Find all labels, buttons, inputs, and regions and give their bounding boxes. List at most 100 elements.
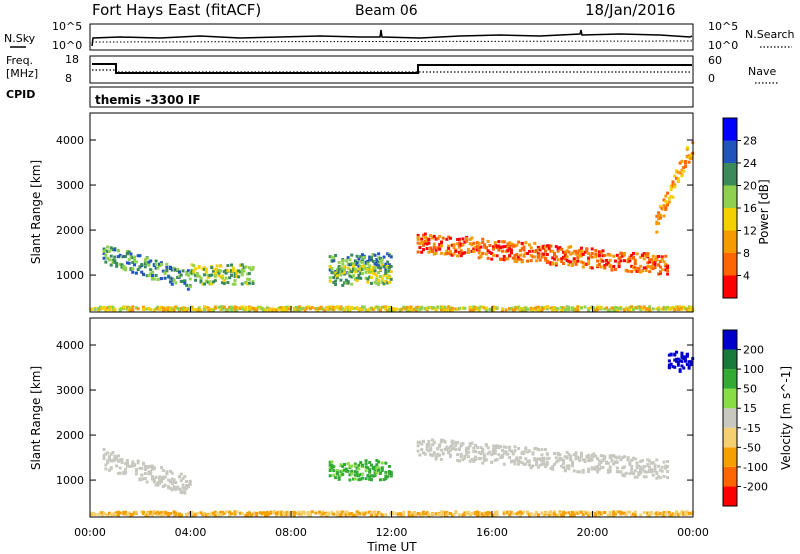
- power-cell: [359, 276, 363, 280]
- velocity-cell: [653, 468, 657, 472]
- velocity-cell: [439, 510, 443, 514]
- power-cell: [621, 252, 625, 256]
- velocity-cell: [457, 513, 461, 517]
- velocity-cell: [116, 513, 120, 517]
- velocity-cell: [567, 511, 571, 515]
- velocity-cell: [448, 445, 452, 449]
- velocity-cell: [151, 467, 155, 471]
- power-cell: [154, 259, 158, 263]
- velocity-cell: [567, 464, 571, 468]
- velocity-cell: [556, 459, 560, 463]
- velocity-cell: [664, 512, 668, 516]
- power-colorbar-tick-label: 4: [743, 270, 750, 283]
- velocity-cell: [635, 461, 639, 465]
- power-cell: [414, 307, 418, 311]
- power-cell: [547, 246, 551, 250]
- velocity-cell: [587, 467, 591, 471]
- velocity-cell: [592, 511, 596, 515]
- velocity-cell: [492, 513, 495, 517]
- power-cell: [554, 255, 558, 259]
- velocity-cell: [292, 511, 296, 515]
- velocity-cell: [479, 452, 483, 456]
- velocity-cell: [235, 510, 239, 514]
- power-cell: [328, 255, 332, 259]
- velocity-cell: [149, 472, 153, 476]
- velocity-cell: [536, 448, 540, 452]
- velocity-cell: [360, 476, 364, 480]
- power-cell: [658, 204, 662, 208]
- velocity-colorbar-segment: [723, 447, 737, 467]
- power-cell: [416, 250, 420, 254]
- freq-label-1: Freq.: [6, 54, 33, 67]
- power-cell: [533, 255, 537, 259]
- power-cell: [443, 308, 447, 312]
- power-cell: [614, 308, 618, 312]
- power-cell: [258, 306, 262, 310]
- power-cell: [366, 277, 370, 281]
- power-cell: [603, 253, 607, 257]
- power-cell: [605, 306, 609, 310]
- power-cell: [535, 259, 539, 263]
- velocity-cell: [657, 464, 661, 468]
- power-cell: [194, 278, 198, 282]
- velocity-cell: [280, 513, 284, 517]
- velocity-cell: [626, 458, 630, 462]
- power-cell: [563, 308, 567, 312]
- power-cell: [684, 164, 688, 168]
- power-cell: [352, 307, 356, 311]
- power-cell: [247, 281, 251, 285]
- velocity-cell: [608, 454, 612, 458]
- velocity-cell: [553, 512, 557, 516]
- velocity-cell: [416, 440, 420, 444]
- power-cell: [231, 266, 235, 270]
- velocity-cell: [664, 464, 668, 468]
- velocity-cell: [597, 512, 601, 516]
- power-cell: [335, 274, 339, 278]
- velocity-cell: [678, 512, 682, 516]
- velocity-cell: [646, 463, 650, 467]
- power-cell: [554, 263, 558, 267]
- velocity-cell: [472, 459, 476, 463]
- power-cell: [360, 272, 364, 276]
- power-cell: [360, 264, 364, 268]
- power-cell: [518, 307, 522, 311]
- power-cell: [660, 207, 664, 211]
- power-cell: [111, 248, 115, 252]
- velocity-cell: [240, 512, 244, 516]
- power-cell: [221, 281, 225, 285]
- power-cell: [459, 242, 463, 246]
- velocity-cell: [470, 457, 474, 461]
- velocity-cell: [430, 454, 434, 458]
- velocity-cell: [527, 463, 531, 467]
- power-cell: [669, 307, 673, 311]
- power-cell: [389, 255, 393, 259]
- velocity-cell: [355, 466, 359, 470]
- velocity-cell: [572, 453, 576, 457]
- velocity-cell: [599, 460, 603, 464]
- velocity-cell: [106, 461, 110, 465]
- power-cell: [685, 146, 689, 150]
- power-cell: [468, 237, 472, 241]
- power-cell: [500, 257, 504, 261]
- velocity-cell: [540, 511, 544, 515]
- velocity-cell: [563, 455, 567, 459]
- velocity-cell: [633, 475, 637, 479]
- power-cell: [264, 308, 268, 312]
- velocity-cell: [673, 365, 677, 369]
- power-cell: [387, 253, 391, 257]
- velocity-cell: [357, 478, 361, 482]
- velocity-cell: [350, 472, 354, 476]
- velocity-cell: [447, 511, 451, 515]
- power-cell: [488, 250, 492, 254]
- power-cell: [364, 267, 368, 271]
- power-cell: [526, 307, 530, 311]
- velocity-cell: [106, 451, 110, 455]
- velocity-cell: [662, 460, 666, 464]
- power-cell: [384, 272, 388, 276]
- velocity-cell: [104, 467, 108, 471]
- velocity-cell: [156, 513, 160, 517]
- velocity-cell: [165, 512, 169, 516]
- velocity-cell: [106, 513, 110, 517]
- power-cell: [504, 244, 508, 248]
- velocity-cell: [387, 464, 391, 468]
